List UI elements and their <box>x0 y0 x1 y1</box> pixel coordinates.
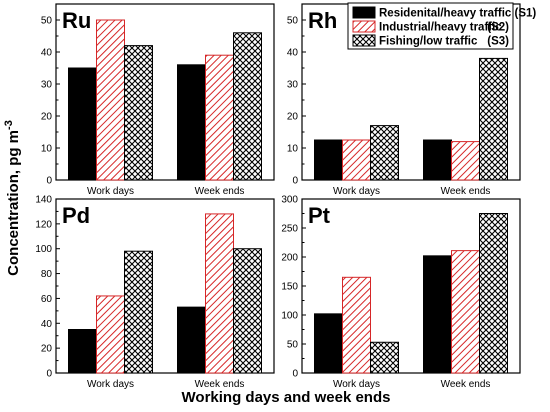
bar-ru-work-days-s1 <box>68 67 97 181</box>
y-tick-label: 120 <box>35 219 52 230</box>
y-tick-label: 300 <box>281 195 298 206</box>
x-axis-title: Working days and week ends <box>182 389 391 406</box>
y-tick-label: 0 <box>46 369 52 380</box>
bar-pd-work-days-s1 <box>68 329 97 374</box>
bar-ru-week-ends-s3 <box>233 32 262 181</box>
bar-pd-week-ends-s1 <box>177 306 206 374</box>
panel-label-pd: Pd <box>62 203 90 228</box>
legend-label-s2: Industrial/heavy traffic <box>379 22 502 34</box>
panel-rh: 0 10 20 30 40 50 Work days Week ends Rh <box>287 3 521 197</box>
y-tick-label: 140 <box>35 195 52 206</box>
y-tick-label: 100 <box>281 311 298 322</box>
category-label-week-ends: Week ends <box>441 186 491 197</box>
bar-rh-week-ends-s1 <box>423 139 452 181</box>
bar-pd-week-ends-s2 <box>205 213 234 374</box>
bar-pt-week-ends-s1 <box>423 255 452 374</box>
bar-rh-work-days-s1 <box>314 139 343 181</box>
y-tick-label: 20 <box>287 112 299 123</box>
bar-pt-week-ends-s2 <box>451 250 480 374</box>
bar-pt-work-days-s2 <box>342 276 371 374</box>
y-tick-label: 20 <box>41 112 53 123</box>
bar-pt-work-days-s3 <box>370 341 399 374</box>
bar-pd-week-ends-s3 <box>233 248 262 374</box>
bar-ru-work-days-s2 <box>96 19 125 181</box>
bar-ru-work-days-s3 <box>124 45 153 181</box>
legend-swatch-s2 <box>352 20 376 33</box>
panel-pd: 0 20 40 60 80 100 120 140 Work days Week ends Pd <box>35 195 275 390</box>
bar-rh-week-ends-s2 <box>451 141 480 181</box>
y-tick-label: 30 <box>41 80 53 91</box>
panel-ru: 0 10 20 30 40 50 Work days Week ends Ru <box>41 3 275 197</box>
category-label-work-days: Work days <box>333 379 380 390</box>
y-tick-label: 10 <box>41 144 53 155</box>
y-axis-title-text: Concentration, pg m <box>5 130 22 276</box>
bar-pt-work-days-s1 <box>314 313 343 374</box>
y-tick-label: 0 <box>292 369 298 380</box>
category-label-week-ends: Week ends <box>441 379 491 390</box>
panel-pt: 0 50 100 150 200 250 300 Work days Week ends Pt <box>281 195 521 390</box>
y-tick-label: 200 <box>281 253 298 264</box>
y-tick-label: 50 <box>287 340 299 351</box>
bar-ru-week-ends-s2 <box>205 54 234 181</box>
y-tick-label: 60 <box>41 294 53 305</box>
panel-label-ru: Ru <box>62 8 91 33</box>
category-label-week-ends: Week ends <box>195 186 245 197</box>
y-tick-label: 150 <box>281 282 298 293</box>
y-tick-label: 20 <box>41 344 53 355</box>
category-label-work-days: Work days <box>87 186 134 197</box>
y-axis-title-superscript: -3 <box>3 120 15 130</box>
bar-rh-work-days-s3 <box>370 125 399 181</box>
bar-pd-work-days-s2 <box>96 295 125 374</box>
legend: Residenital/heavy traffic (S1) Industrial… <box>347 2 536 50</box>
category-label-work-days: Work days <box>333 186 380 197</box>
y-tick-label: 10 <box>287 144 299 155</box>
y-tick-label: 40 <box>287 48 299 59</box>
y-tick-label: 40 <box>41 48 53 59</box>
y-tick-label: 250 <box>281 224 298 235</box>
legend-label-s3: Fishing/low traffic <box>379 36 478 48</box>
y-tick-label: 50 <box>41 16 53 27</box>
legend-swatch-s3 <box>352 34 376 47</box>
bar-rh-work-days-s2 <box>342 139 371 181</box>
category-label-work-days: Work days <box>87 379 134 390</box>
bar-rh-week-ends-s3 <box>479 57 508 181</box>
y-tick-label: 100 <box>35 244 52 255</box>
legend-code-s3: (S3) <box>487 36 509 48</box>
bar-ru-week-ends-s1 <box>177 64 206 181</box>
panels: 0 10 20 30 40 50 Work days Week ends Ru 0 10 20 30 40… <box>35 3 521 390</box>
y-tick-label: 0 <box>292 176 298 187</box>
legend-label-s1: Residenital/heavy traffic (S1) <box>379 8 536 20</box>
bar-pd-work-days-s3 <box>124 250 153 374</box>
bar-pt-week-ends-s3 <box>479 213 508 374</box>
y-tick-label: 40 <box>41 319 53 330</box>
y-axis-title: Concentration, pg m-3 <box>3 120 22 276</box>
y-tick-label: 0 <box>46 176 52 187</box>
legend-swatch-s1 <box>352 6 376 19</box>
y-tick-label: 50 <box>287 16 299 27</box>
category-label-week-ends: Week ends <box>195 379 245 390</box>
legend-code-s2: (S2) <box>487 22 509 34</box>
panel-frame <box>55 3 275 181</box>
y-tick-label: 80 <box>41 269 53 280</box>
panel-label-rh: Rh <box>308 8 337 33</box>
panel-label-pt: Pt <box>308 203 331 228</box>
y-tick-label: 30 <box>287 80 299 91</box>
